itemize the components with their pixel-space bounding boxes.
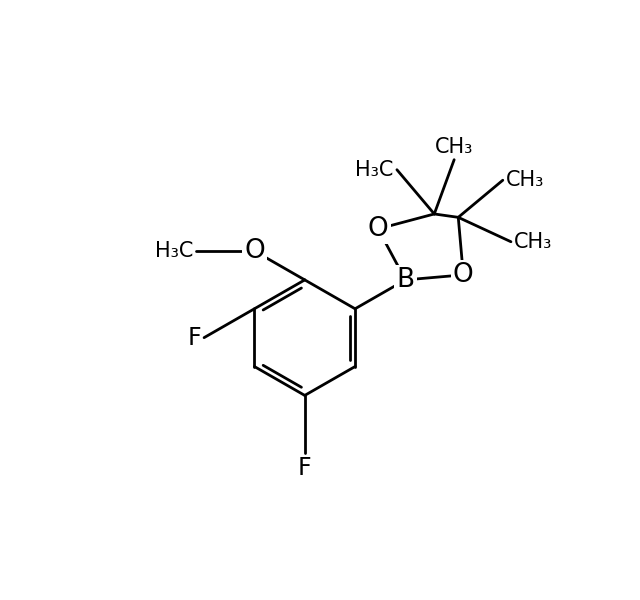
Text: F: F bbox=[298, 456, 312, 480]
Text: O: O bbox=[244, 238, 265, 264]
Text: B: B bbox=[396, 267, 415, 293]
Text: CH₃: CH₃ bbox=[514, 232, 552, 252]
Text: CH₃: CH₃ bbox=[435, 137, 474, 157]
Text: F: F bbox=[188, 326, 201, 350]
Text: H₃C: H₃C bbox=[355, 160, 394, 180]
Text: CH₃: CH₃ bbox=[506, 170, 544, 190]
Text: H₃C: H₃C bbox=[155, 241, 193, 261]
Text: O: O bbox=[453, 262, 474, 288]
Text: O: O bbox=[368, 216, 388, 242]
